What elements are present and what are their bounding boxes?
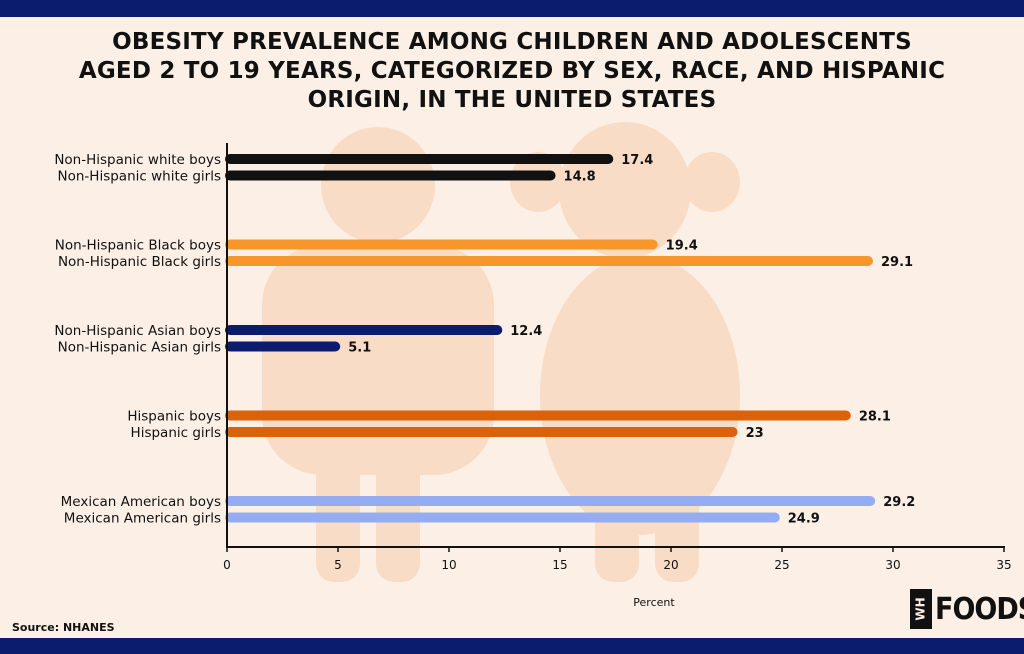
bars-layer: Non-Hispanic white boys 17.4 Non-Hispanic … xyxy=(54,152,915,527)
value-label-non-hispanic-black-girls: 29.1 xyxy=(881,255,913,270)
bar-non-hispanic-black-girls xyxy=(225,256,874,266)
value-label-mexican-american-girls: 24.9 xyxy=(788,512,820,527)
x-axis-title: Percent xyxy=(633,596,675,609)
x-tick-label-0: 0 xyxy=(223,558,231,572)
bar-non-hispanic-white-girls xyxy=(225,170,556,181)
category-label-non-hispanic-white-girls: Non-Hispanic white girls xyxy=(58,169,221,185)
source-note: Source: NHANES xyxy=(12,621,115,634)
category-label-hispanic-boys: Hispanic boys xyxy=(127,409,221,425)
whfoods-logo: WH FOODS xyxy=(910,588,1024,630)
value-label-hispanic-boys: 28.1 xyxy=(859,410,891,425)
category-label-non-hispanic-white-boys: Non-Hispanic white boys xyxy=(54,152,221,168)
x-tick-label-10: 10 xyxy=(441,558,456,572)
bar-non-hispanic-asian-boys xyxy=(225,325,503,335)
chart-title: OBESITY PREVALENCE AMONG CHILDREN AND AD… xyxy=(60,28,964,115)
bar-hispanic-boys xyxy=(225,410,851,421)
x-axis: 0 5 10 15 20 25 30 35 Percent xyxy=(223,143,1012,609)
bar-non-hispanic-white-boys xyxy=(225,154,614,164)
value-label-hispanic-girls: 23 xyxy=(746,426,764,441)
bar-mexican-american-girls xyxy=(225,512,780,523)
x-tick-label-35: 35 xyxy=(996,558,1011,572)
value-label-mexican-american-boys: 29.2 xyxy=(883,495,915,510)
logo-mark: WH xyxy=(910,589,932,629)
value-label-non-hispanic-black-boys: 19.4 xyxy=(666,239,698,254)
top-band xyxy=(0,0,1024,17)
title-line-3: ORIGIN, IN THE UNITED STATES xyxy=(307,87,717,113)
category-label-non-hispanic-black-girls: Non-Hispanic Black girls xyxy=(58,254,221,270)
value-label-non-hispanic-white-boys: 17.4 xyxy=(621,153,653,168)
bar-mexican-american-boys xyxy=(225,496,876,506)
category-label-non-hispanic-black-boys: Non-Hispanic Black boys xyxy=(55,238,221,254)
value-label-non-hispanic-white-girls: 14.8 xyxy=(564,170,596,185)
title-line-2: AGED 2 TO 19 YEARS, CATEGORIZED BY SEX, … xyxy=(78,58,946,84)
category-label-mexican-american-girls: Mexican American girls xyxy=(64,511,221,527)
x-tick-label-30: 30 xyxy=(885,558,900,572)
bottom-band xyxy=(0,638,1024,654)
category-label-mexican-american-boys: Mexican American boys xyxy=(61,494,221,510)
value-label-non-hispanic-asian-girls: 5.1 xyxy=(348,341,371,356)
x-tick-label-5: 5 xyxy=(334,558,342,572)
category-label-non-hispanic-asian-boys: Non-Hispanic Asian boys xyxy=(54,323,221,339)
bar-non-hispanic-asian-girls xyxy=(225,341,341,352)
logo-text: FOODS xyxy=(935,591,1024,627)
category-label-non-hispanic-asian-girls: Non-Hispanic Asian girls xyxy=(58,340,221,356)
category-label-hispanic-girls: Hispanic girls xyxy=(131,425,221,441)
bar-non-hispanic-black-boys xyxy=(225,239,658,250)
x-tick-label-15: 15 xyxy=(552,558,567,572)
title-line-1: OBESITY PREVALENCE AMONG CHILDREN AND AD… xyxy=(112,29,912,55)
x-tick-label-20: 20 xyxy=(663,558,678,572)
x-tick-label-25: 25 xyxy=(774,558,789,572)
value-label-non-hispanic-asian-boys: 12.4 xyxy=(510,324,542,339)
bar-hispanic-girls xyxy=(225,427,738,437)
